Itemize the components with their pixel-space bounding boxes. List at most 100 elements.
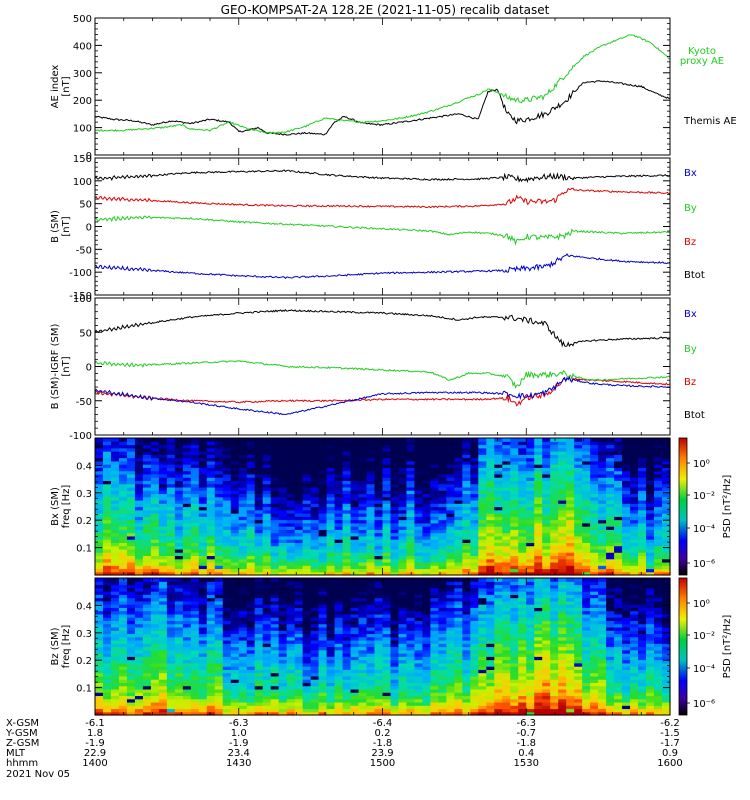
heatmap-cell bbox=[166, 561, 176, 566]
heatmap-cell bbox=[358, 705, 368, 710]
heatmap-cell bbox=[430, 460, 440, 465]
heatmap-cell bbox=[126, 460, 136, 465]
heatmap-cell bbox=[542, 571, 551, 576]
heatmap-cell bbox=[158, 519, 168, 524]
heatmap-cell bbox=[374, 626, 384, 631]
heatmap-cell bbox=[270, 444, 280, 449]
heatmap-cell bbox=[374, 454, 384, 459]
heatmap-cell bbox=[238, 626, 248, 631]
heatmap-cell bbox=[294, 639, 304, 644]
heatmap-cell bbox=[310, 701, 320, 706]
heatmap-cell bbox=[262, 639, 272, 644]
heatmap-cell bbox=[166, 548, 176, 553]
heatmap-cell bbox=[158, 675, 168, 680]
heatmap-cell bbox=[526, 473, 535, 478]
heatmap-cell bbox=[350, 506, 360, 511]
heatmap-cell bbox=[526, 522, 535, 527]
heatmap-cell bbox=[382, 542, 392, 547]
heatmap-cell bbox=[310, 499, 320, 504]
heatmap-cell bbox=[614, 509, 623, 514]
heatmap-cell bbox=[190, 467, 200, 472]
heatmap-cell bbox=[118, 454, 128, 459]
heatmap-cell bbox=[270, 460, 280, 465]
heatmap-cell bbox=[302, 705, 312, 710]
heatmap-cell bbox=[198, 695, 208, 700]
heatmap-cell bbox=[318, 486, 328, 491]
heatmap-cell bbox=[350, 685, 360, 690]
heatmap-cell bbox=[294, 610, 304, 615]
heatmap-cell bbox=[574, 516, 583, 521]
heatmap-cell bbox=[262, 692, 272, 697]
heatmap-cell bbox=[582, 457, 591, 462]
heatmap-cell bbox=[334, 558, 344, 563]
heatmap-cell bbox=[510, 526, 519, 530]
heatmap-cell bbox=[134, 529, 144, 534]
heatmap-cell bbox=[206, 457, 216, 462]
heatmap-cell bbox=[302, 548, 312, 553]
heatmap-cell bbox=[566, 555, 575, 560]
heatmap-cell bbox=[286, 682, 296, 687]
heatmap-cell bbox=[342, 509, 352, 514]
heatmap-cell bbox=[662, 503, 671, 508]
heatmap-cell bbox=[614, 516, 623, 521]
heatmap-cell bbox=[318, 679, 328, 683]
heatmap-cell bbox=[342, 532, 352, 537]
heatmap-cell bbox=[158, 483, 168, 488]
heatmap-cell bbox=[590, 470, 599, 475]
heatmap-cell bbox=[102, 480, 112, 485]
heatmap-cell bbox=[134, 480, 144, 485]
heatmap-cell bbox=[134, 581, 144, 586]
heatmap-cell bbox=[214, 630, 224, 635]
heatmap-cell bbox=[382, 705, 392, 710]
heatmap-cell bbox=[198, 688, 208, 693]
heatmap-cell bbox=[206, 486, 216, 491]
heatmap-cell bbox=[214, 581, 224, 586]
heatmap-cell bbox=[246, 516, 256, 521]
y-tick-label: 150 bbox=[73, 154, 92, 165]
heatmap-cell bbox=[118, 522, 128, 527]
heatmap-cell bbox=[150, 486, 160, 491]
heatmap-cell bbox=[262, 542, 272, 547]
heatmap-cell bbox=[310, 480, 320, 485]
heatmap-cell bbox=[558, 532, 567, 537]
heatmap-cell bbox=[630, 483, 639, 488]
heatmap-cell bbox=[558, 477, 567, 481]
heatmap-cell bbox=[598, 529, 607, 534]
heatmap-cell bbox=[622, 542, 631, 547]
heatmap-cell bbox=[454, 539, 463, 543]
heatmap-cell bbox=[150, 522, 160, 527]
heatmap-cell bbox=[430, 555, 440, 560]
heatmap-cell bbox=[318, 705, 328, 710]
heatmap-cell bbox=[630, 499, 639, 504]
heatmap-cell bbox=[294, 675, 304, 680]
heatmap-cell bbox=[398, 470, 408, 475]
heatmap-cell bbox=[606, 464, 615, 468]
heatmap-cell bbox=[190, 607, 200, 612]
heatmap-cell bbox=[374, 509, 384, 514]
heatmap-cell bbox=[334, 607, 344, 612]
heatmap-cell bbox=[406, 519, 416, 524]
heatmap-cell bbox=[174, 591, 184, 595]
heatmap-cell bbox=[374, 516, 384, 521]
heatmap-cell bbox=[262, 447, 272, 452]
heatmap-cell bbox=[166, 558, 176, 563]
heatmap-cell bbox=[566, 529, 575, 534]
heatmap-cell bbox=[254, 610, 264, 615]
heatmap-cell bbox=[638, 441, 647, 446]
heatmap-cell bbox=[126, 558, 136, 563]
heatmap-cell bbox=[222, 682, 232, 687]
heatmap-cell bbox=[430, 506, 440, 511]
heatmap-cell bbox=[582, 460, 591, 465]
heatmap-cell bbox=[278, 447, 288, 452]
heatmap-cell bbox=[502, 516, 511, 521]
heatmap-cell bbox=[206, 600, 216, 605]
heatmap-cell bbox=[638, 561, 647, 566]
heatmap-cell bbox=[622, 552, 631, 557]
heatmap-cell bbox=[238, 447, 248, 452]
heatmap-cell bbox=[326, 594, 336, 599]
heatmap-cell bbox=[406, 480, 416, 485]
heatmap-cell bbox=[662, 490, 671, 495]
heatmap-cell bbox=[374, 630, 384, 635]
heatmap-cell bbox=[198, 513, 208, 517]
heatmap-cell bbox=[278, 613, 288, 618]
